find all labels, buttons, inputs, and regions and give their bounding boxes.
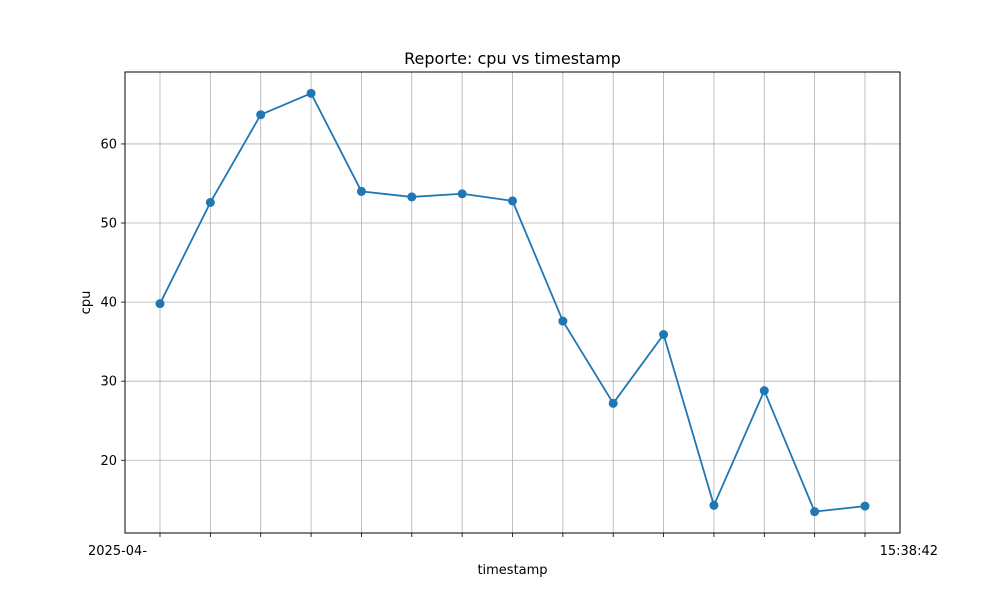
series-cpu <box>155 88 870 517</box>
data-point <box>155 299 165 309</box>
data-point <box>860 501 870 511</box>
data-point <box>205 197 215 207</box>
x-axis-label: timestamp <box>477 563 547 578</box>
data-point <box>457 189 467 199</box>
chart-title: Reporte: cpu vs timestamp <box>404 49 621 68</box>
y-tick-label: 30 <box>100 375 117 390</box>
y-tick-label: 50 <box>100 217 117 232</box>
data-point <box>810 507 820 517</box>
data-point <box>306 88 316 98</box>
data-point <box>356 186 366 196</box>
data-point <box>407 192 417 202</box>
data-point <box>709 500 719 510</box>
data-point <box>256 110 266 120</box>
grid <box>125 72 900 533</box>
x-tick-label-last: 15:38:42 <box>880 544 938 559</box>
data-point <box>558 316 568 326</box>
axis-ticks: 20 30 40 50 60 2025-04- 15:38:42 <box>88 137 938 559</box>
data-point <box>759 386 769 396</box>
y-axis-label: cpu <box>79 291 94 315</box>
y-tick-label: 20 <box>100 454 117 469</box>
data-point <box>659 330 669 340</box>
y-tick-label: 60 <box>100 137 117 152</box>
x-tick-label-first: 2025-04- <box>88 544 147 559</box>
data-point <box>508 196 517 206</box>
y-tick-label: 40 <box>100 296 117 311</box>
data-point <box>608 398 618 408</box>
